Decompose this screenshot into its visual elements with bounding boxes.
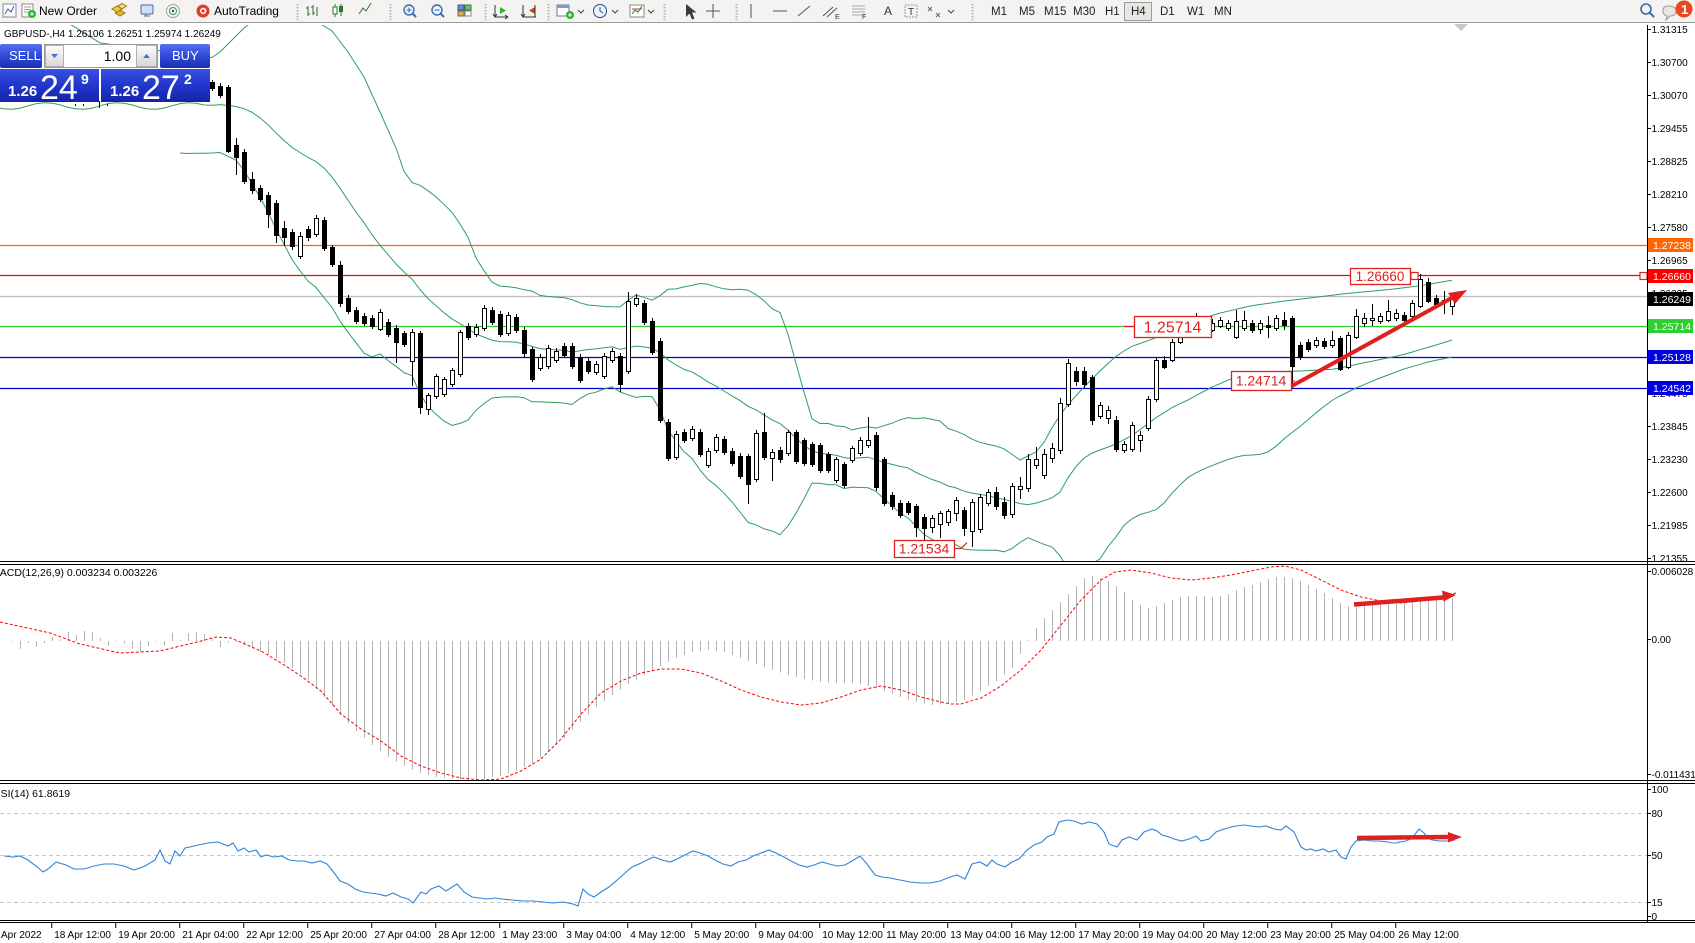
svg-text:2: 2 xyxy=(184,71,192,87)
svg-text:1.27580: 1.27580 xyxy=(1652,223,1689,234)
svg-text:MN: MN xyxy=(1214,6,1232,18)
svg-text:GBPUSD-,H4 1.26106 1.26251 1.: GBPUSD-,H4 1.26106 1.26251 1.25974 1.262… xyxy=(4,29,221,40)
svg-text:1.26660: 1.26660 xyxy=(1356,269,1405,284)
svg-text:23 May 20:00: 23 May 20:00 xyxy=(1270,930,1331,941)
svg-text:M5: M5 xyxy=(1019,6,1035,18)
svg-text:1.26965: 1.26965 xyxy=(1652,256,1689,267)
svg-text:1 May 23:00: 1 May 23:00 xyxy=(502,930,557,941)
svg-text:4 May 12:00: 4 May 12:00 xyxy=(630,930,685,941)
svg-text:28 Apr 12:00: 28 Apr 12:00 xyxy=(438,930,495,941)
svg-text:1.30070: 1.30070 xyxy=(1652,91,1689,102)
svg-text:AutoTrading: AutoTrading xyxy=(214,4,279,18)
svg-text:11 May 20:00: 11 May 20:00 xyxy=(886,930,946,941)
svg-text:M1: M1 xyxy=(991,6,1007,18)
svg-text:-0.011431: -0.011431 xyxy=(1652,770,1695,781)
svg-text:1.22600: 1.22600 xyxy=(1652,488,1689,499)
svg-text:1.25128: 1.25128 xyxy=(1653,352,1691,364)
svg-text:SELL: SELL xyxy=(9,48,41,63)
svg-text:24: 24 xyxy=(40,69,78,107)
svg-text:22 Apr 12:00: 22 Apr 12:00 xyxy=(246,930,303,941)
svg-text:BUY: BUY xyxy=(172,48,199,63)
svg-text:80: 80 xyxy=(1652,809,1664,820)
svg-text:1.26660: 1.26660 xyxy=(1653,271,1691,283)
svg-text:10 May 12:00: 10 May 12:00 xyxy=(822,930,883,941)
svg-text:1.23845: 1.23845 xyxy=(1652,422,1689,433)
svg-text:1.23230: 1.23230 xyxy=(1652,455,1689,466)
svg-text:MACD(12,26,9) 0.003234 0.00322: MACD(12,26,9) 0.003234 0.003226 xyxy=(0,567,158,579)
svg-text:13 May 04:00: 13 May 04:00 xyxy=(950,930,1011,941)
svg-text:1.28210: 1.28210 xyxy=(1652,190,1689,201)
svg-text:1.24714: 1.24714 xyxy=(1236,373,1287,389)
svg-text:19 Apr 20:00: 19 Apr 20:00 xyxy=(118,930,175,941)
svg-text:1.29455: 1.29455 xyxy=(1652,124,1689,135)
svg-text:RSI(14) 61.8619: RSI(14) 61.8619 xyxy=(0,788,70,800)
svg-text:21 Apr 04:00: 21 Apr 04:00 xyxy=(182,930,239,941)
svg-text:25 Apr 20:00: 25 Apr 20:00 xyxy=(310,930,367,941)
svg-text:1.24542: 1.24542 xyxy=(1653,383,1691,395)
svg-text:M15: M15 xyxy=(1044,6,1066,18)
svg-text:1.30700: 1.30700 xyxy=(1652,58,1689,69)
svg-text:27 Apr 04:00: 27 Apr 04:00 xyxy=(374,930,431,941)
svg-text:9 May 04:00: 9 May 04:00 xyxy=(758,930,813,941)
svg-text:50: 50 xyxy=(1652,851,1664,862)
svg-text:D1: D1 xyxy=(1160,6,1175,18)
svg-text:F: F xyxy=(862,14,866,21)
svg-text:1.26249: 1.26249 xyxy=(1653,294,1691,306)
svg-text:New Order: New Order xyxy=(39,4,97,18)
svg-text:H1: H1 xyxy=(1105,6,1120,18)
svg-text:E: E xyxy=(835,14,840,21)
svg-text:18 Apr 12:00: 18 Apr 12:00 xyxy=(54,930,111,941)
svg-text:1.28825: 1.28825 xyxy=(1652,157,1689,168)
svg-text:H4: H4 xyxy=(1131,6,1146,18)
svg-text:9: 9 xyxy=(81,71,89,87)
svg-text:27: 27 xyxy=(142,69,180,107)
svg-text:1.26: 1.26 xyxy=(8,83,37,100)
svg-text:15: 15 xyxy=(1652,898,1664,909)
svg-text:3 May 04:00: 3 May 04:00 xyxy=(566,930,621,941)
svg-text:1.31315: 1.31315 xyxy=(1652,25,1689,36)
svg-text:1: 1 xyxy=(1681,2,1688,17)
svg-text:20 May 12:00: 20 May 12:00 xyxy=(1206,930,1267,941)
svg-text:16 May 12:00: 16 May 12:00 xyxy=(1014,930,1075,941)
svg-text:Apr 2022: Apr 2022 xyxy=(1,930,42,941)
svg-text:0.00: 0.00 xyxy=(1652,635,1672,646)
svg-text:1.21985: 1.21985 xyxy=(1652,521,1689,532)
svg-text:1.21534: 1.21534 xyxy=(899,541,950,557)
svg-text:1.00: 1.00 xyxy=(104,48,131,64)
svg-text:1.25714: 1.25714 xyxy=(1144,319,1202,336)
svg-text:0.006028: 0.006028 xyxy=(1652,567,1694,578)
svg-text:26 May 12:00: 26 May 12:00 xyxy=(1398,930,1459,941)
svg-text:100: 100 xyxy=(1652,785,1669,796)
svg-text:T: T xyxy=(908,7,914,18)
svg-text:25 May 04:00: 25 May 04:00 xyxy=(1334,930,1395,941)
svg-text:1.21355: 1.21355 xyxy=(1652,554,1689,565)
svg-text:0: 0 xyxy=(1652,912,1658,923)
svg-text:17 May 20:00: 17 May 20:00 xyxy=(1078,930,1139,941)
svg-text:1.26: 1.26 xyxy=(110,83,139,100)
svg-text:19 May 04:00: 19 May 04:00 xyxy=(1142,930,1203,941)
svg-text:5 May 20:00: 5 May 20:00 xyxy=(694,930,749,941)
svg-text:1.27238: 1.27238 xyxy=(1653,240,1691,252)
svg-text:W1: W1 xyxy=(1187,6,1204,18)
svg-text:1.25714: 1.25714 xyxy=(1653,321,1691,333)
svg-text:M30: M30 xyxy=(1073,6,1095,18)
svg-text:A: A xyxy=(884,4,892,18)
